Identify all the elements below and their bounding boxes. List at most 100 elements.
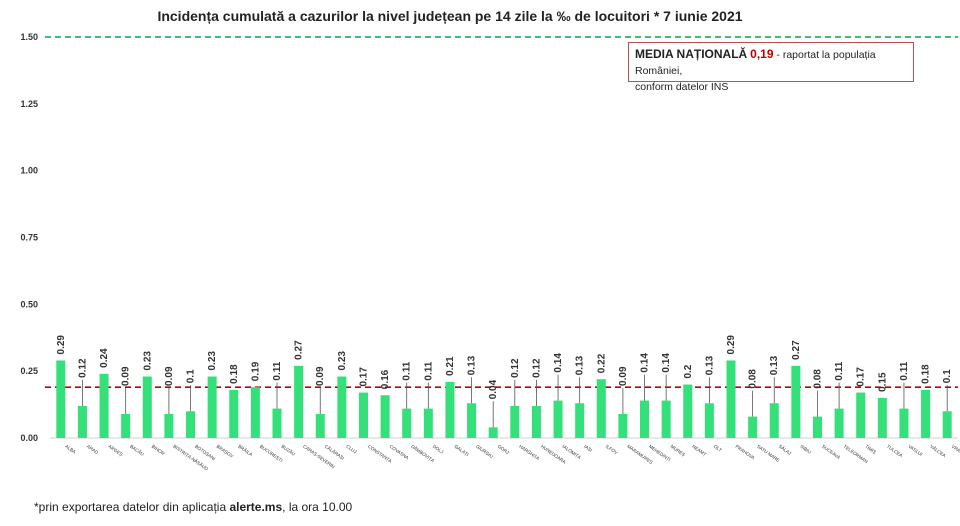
data-label: 0.08	[812, 369, 823, 389]
bar	[272, 408, 282, 438]
y-tick-label: 1.50	[20, 32, 38, 42]
bar	[748, 416, 758, 438]
data-label: 0.09	[121, 366, 132, 386]
data-label: 0.27	[294, 340, 305, 360]
category-label: GORJ	[497, 444, 510, 455]
data-label: 0.23	[207, 351, 218, 371]
category-label: BRAȘOV	[216, 444, 235, 460]
legend-value: 0,19	[750, 47, 774, 61]
bar	[510, 405, 520, 438]
category-label: VÂLCEA	[929, 443, 948, 459]
category-label: OLT	[713, 444, 723, 453]
data-label: 0.12	[510, 358, 521, 378]
bar	[921, 389, 931, 438]
bar	[704, 403, 714, 438]
data-label: 0.12	[531, 358, 542, 378]
category-label: SIBIU	[799, 444, 812, 455]
bar	[834, 408, 844, 438]
bar	[402, 408, 412, 438]
data-label: 0.14	[640, 353, 651, 373]
bar	[142, 376, 152, 438]
y-axis: 0.00 0.25 0.50 0.75 1.00 1.25 1.50	[20, 32, 958, 443]
data-label: 0.09	[164, 366, 175, 386]
data-label: 0.12	[77, 358, 88, 378]
data-label: 0.08	[748, 369, 759, 389]
category-label: BISTRIȚA-NĂSĂUD	[172, 443, 210, 472]
data-label: 0.09	[315, 366, 326, 386]
bar	[186, 411, 196, 438]
legend-heading: MEDIA NAȚIONALĂ	[635, 47, 748, 61]
data-label: 0.21	[445, 356, 456, 376]
bar	[207, 376, 217, 438]
data-label: 0.09	[618, 366, 629, 386]
category-label: BUZĂU	[280, 443, 296, 457]
category-label: TULCEA	[886, 444, 904, 459]
data-label: 0.1	[942, 369, 953, 383]
bar	[942, 411, 952, 438]
category-label: MUREȘ	[670, 444, 686, 458]
bar	[56, 360, 66, 438]
data-label: 0.13	[704, 355, 715, 375]
data-label: 0.04	[488, 379, 499, 399]
data-label: 0.27	[791, 340, 802, 360]
data-label: 0.29	[726, 335, 737, 355]
bar	[575, 403, 585, 438]
chart-title: Incidența cumulată a cazurilor la nivel …	[157, 8, 743, 24]
bar	[791, 365, 801, 438]
category-label: VRANCEA	[951, 444, 960, 461]
bar	[467, 403, 477, 438]
footnote-prefix: *prin exportarea datelor din aplicația	[34, 500, 230, 514]
national-average-legend: MEDIA NAȚIONALĂ 0,19 - raportat la popul…	[628, 42, 914, 93]
data-label: 0.11	[834, 361, 845, 380]
bar	[380, 395, 390, 438]
bar	[661, 400, 671, 438]
category-label: BACĂU	[129, 443, 145, 457]
legend-text-2: conform datelor INS	[635, 81, 729, 93]
category-label: SATU MARE	[756, 444, 781, 463]
bar	[877, 397, 887, 438]
data-label: 0.24	[99, 348, 110, 368]
x-axis: ALBA ARAD ARGEȘ BACĂU BIHOR BISTRIȚA-NĂSĂUDBO…	[64, 443, 960, 472]
data-label: 0.1	[186, 369, 197, 383]
bar	[229, 389, 239, 438]
footnote-suffix: , la ora 10.00	[282, 500, 353, 514]
data-label: 0.19	[250, 361, 261, 381]
data-label: 0.11	[899, 361, 910, 380]
category-label: BIHOR	[151, 444, 166, 457]
category-label: GALAȚI	[453, 444, 469, 457]
category-label: TIMIȘ	[864, 444, 877, 455]
y-tick-label: 1.00	[20, 166, 38, 176]
category-label: NEAMȚ	[691, 444, 707, 457]
data-label: 0.11	[272, 361, 283, 380]
category-label: BRĂILA	[237, 443, 255, 458]
data-label: 0.13	[575, 355, 586, 375]
bar	[164, 413, 174, 438]
bar	[553, 400, 563, 438]
bar	[856, 392, 866, 438]
data-label: 0.17	[856, 367, 867, 387]
data-label: 0.14	[553, 353, 564, 373]
bar	[618, 413, 628, 438]
category-label: SĂLAJ	[778, 443, 793, 456]
y-tick-label: 0.75	[20, 233, 38, 243]
category-label: GIURGIU	[475, 444, 494, 459]
data-labels: 0.29 0.12 0.24 0.09 0.23 0.09 0.1 0.23 0.18 0.19 0…	[56, 335, 953, 428]
category-label: ILFOV	[605, 444, 620, 456]
bar	[294, 365, 304, 438]
bar	[531, 405, 541, 438]
data-label: 0.11	[402, 361, 413, 380]
data-label: 0.15	[877, 372, 888, 392]
data-label: 0.17	[358, 367, 369, 387]
data-label: 0.23	[337, 351, 348, 371]
bar	[640, 400, 650, 438]
data-label: 0.16	[380, 369, 391, 389]
category-label: IAȘI	[583, 444, 593, 453]
y-tick-label: 0.00	[20, 433, 38, 443]
data-label: 0.18	[921, 364, 932, 384]
bar	[315, 413, 325, 438]
bar	[423, 408, 433, 438]
data-label: 0.14	[661, 353, 672, 373]
bar	[250, 387, 260, 438]
data-label: 0.11	[423, 361, 434, 380]
data-label: 0.13	[769, 355, 780, 375]
